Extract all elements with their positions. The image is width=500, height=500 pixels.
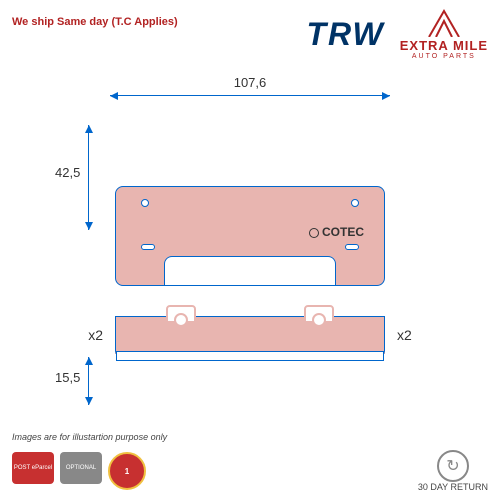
return-badge: ↻ 30 DAY RETURN <box>418 450 488 492</box>
extra-mile-logo: EXTRA MILE AUTO PARTS <box>400 8 488 60</box>
qty-right: x2 <box>397 327 412 343</box>
post-badge: POST eParcel <box>12 452 54 484</box>
width-dimension: 107,6 <box>234 75 267 90</box>
extra-mile-icon <box>424 8 464 38</box>
badge-row: POST eParcel OPTIONAL 1 ↻ 30 DAY RETURN <box>12 450 488 492</box>
height-dim-line <box>88 125 89 230</box>
optional-badge: OPTIONAL <box>60 452 102 484</box>
extra-mile-subtext: AUTO PARTS <box>412 53 476 60</box>
ship-same-day-text: We ship Same day (T.C Applies) <box>12 16 178 28</box>
mounting-hole <box>141 199 149 207</box>
width-dim-line <box>110 95 390 96</box>
cotec-label: COTEC <box>309 225 364 239</box>
mounting-hole <box>351 199 359 207</box>
footer: Images are for illustartion purpose only… <box>0 424 500 500</box>
slot <box>141 244 155 250</box>
guarantee-badge: 1 <box>108 452 146 490</box>
thickness-dim-line <box>88 357 89 405</box>
clip <box>304 305 334 323</box>
thickness-dimension: 15,5 <box>55 370 80 385</box>
trw-logo: TRW <box>306 16 384 53</box>
slot <box>345 244 359 250</box>
brake-pad-side-view <box>115 316 385 354</box>
extra-mile-text: EXTRA MILE <box>400 38 488 53</box>
qty-left: x2 <box>88 327 103 343</box>
logo-group: TRW EXTRA MILE AUTO PARTS <box>306 8 488 60</box>
return-icon: ↻ <box>437 450 469 482</box>
return-text: 30 DAY RETURN <box>418 482 488 492</box>
disclaimer-text: Images are for illustartion purpose only <box>12 432 488 442</box>
brake-pad-diagram: PINO 107,6 42,5 COTEC x2 x2 15,5 <box>0 70 500 430</box>
brake-pad-face-view: COTEC <box>115 186 385 286</box>
height-dimension: 42,5 <box>55 165 80 180</box>
side-view-row: x2 x2 <box>88 316 412 354</box>
clip <box>166 305 196 323</box>
